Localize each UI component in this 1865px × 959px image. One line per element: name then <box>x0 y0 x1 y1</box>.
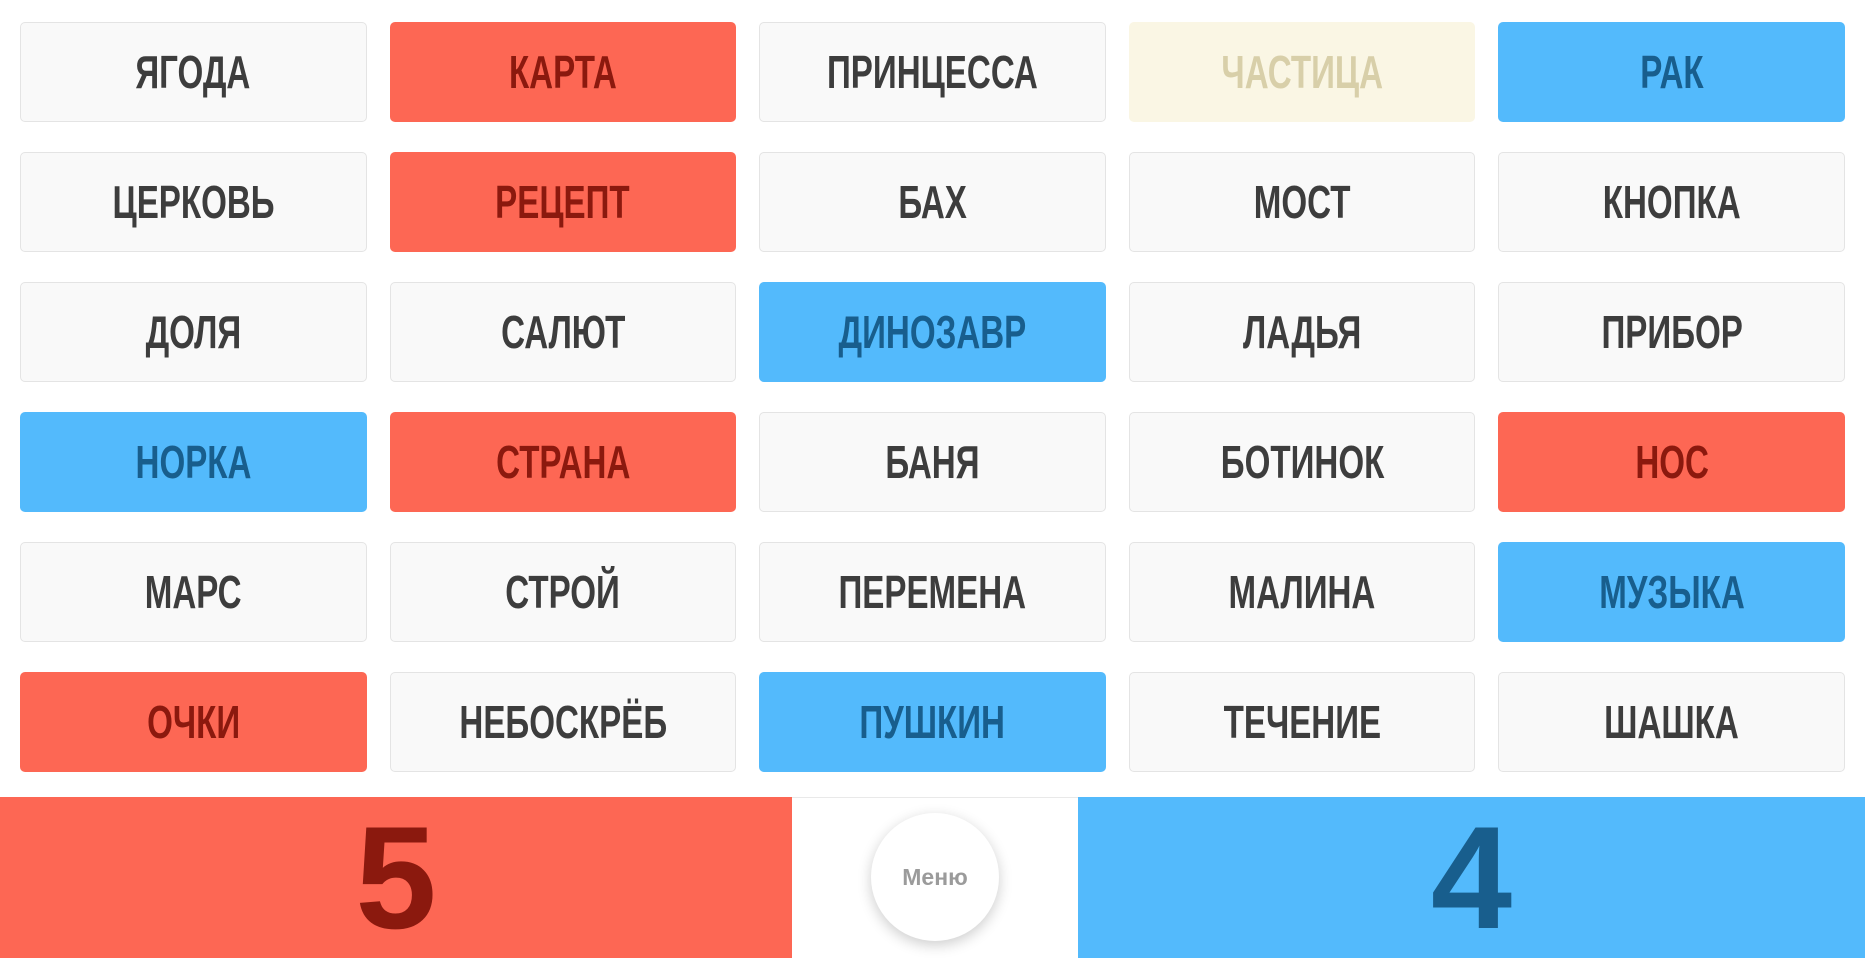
word-card[interactable]: ЧАСТИЦА <box>1128 22 1476 122</box>
word-card-label: МУЗЫКА <box>1598 566 1745 618</box>
word-card-label: САЛЮТ <box>500 306 626 358</box>
word-card[interactable]: РАК <box>1498 22 1845 122</box>
word-card-label: НОРКА <box>135 436 252 488</box>
word-card[interactable]: НОС <box>1498 412 1845 512</box>
word-card-label: БАХ <box>898 176 967 228</box>
word-card[interactable]: ПЕРЕМЕНА <box>759 542 1106 642</box>
word-card-label: ДИНОЗАВР <box>838 306 1027 358</box>
word-card[interactable]: МАРС <box>20 542 367 642</box>
red-team-score-panel: 5 <box>0 797 792 958</box>
blue-score-count: 4 <box>1430 796 1513 959</box>
word-card-label: КНОПКА <box>1602 176 1741 228</box>
menu-button-label: Меню <box>902 864 968 890</box>
red-score-count: 5 <box>355 796 437 959</box>
word-card[interactable]: БАХ <box>759 152 1106 252</box>
word-card[interactable]: САЛЮТ <box>389 282 737 382</box>
word-card-label: ОЧКИ <box>146 696 240 748</box>
word-card-label: БОТИНОК <box>1220 436 1384 488</box>
word-card-label: ПРИБОР <box>1601 306 1743 358</box>
word-card[interactable]: БАНЯ <box>759 412 1106 512</box>
word-card[interactable]: ОЧКИ <box>20 672 367 772</box>
game-board: ЯГОДА КАРТА ПРИНЦЕССА ЧАСТИЦА РАК ЦЕРКОВ… <box>20 22 1845 772</box>
score-bar: 5 Меню 4 <box>0 797 1865 958</box>
word-card[interactable]: ДОЛЯ <box>20 282 367 382</box>
word-card-label: РАК <box>1640 46 1704 98</box>
word-card-label: СТРОЙ <box>505 566 621 618</box>
word-card-label: СТРАНА <box>495 436 631 488</box>
word-card-label: ПРИНЦЕССА <box>827 46 1038 98</box>
word-card[interactable]: ТЕЧЕНИЕ <box>1128 672 1476 772</box>
word-card-label: МАЛИНА <box>1228 566 1376 618</box>
word-card-label: НОС <box>1634 436 1709 488</box>
word-card-label: ШАШКА <box>1604 696 1739 748</box>
word-card[interactable]: ЦЕРКОВЬ <box>20 152 367 252</box>
word-card[interactable]: РЕЦЕПТ <box>389 152 737 252</box>
word-card-label: БАНЯ <box>885 436 980 488</box>
word-card[interactable]: СТРОЙ <box>389 542 737 642</box>
word-card-label: РЕЦЕПТ <box>495 176 631 228</box>
word-card-label: КАРТА <box>508 46 617 98</box>
word-card[interactable]: ШАШКА <box>1498 672 1845 772</box>
word-card[interactable]: НЕБОСКРЁБ <box>389 672 737 772</box>
word-card[interactable]: КАРТА <box>389 22 737 122</box>
word-card[interactable]: НОРКА <box>20 412 367 512</box>
word-card[interactable]: ПРИБОР <box>1498 282 1845 382</box>
word-card[interactable]: ДИНОЗАВР <box>759 282 1106 382</box>
menu-button[interactable]: Меню <box>871 813 999 941</box>
word-card-label: ЛАДЬЯ <box>1242 306 1362 358</box>
word-card-label: МАРС <box>144 566 242 618</box>
word-card[interactable]: ЯГОДА <box>20 22 367 122</box>
word-card[interactable]: ПРИНЦЕССА <box>759 22 1106 122</box>
word-card-label: ЦЕРКОВЬ <box>112 176 275 228</box>
word-card-label: ЯГОДА <box>135 46 251 98</box>
word-card[interactable]: МАЛИНА <box>1128 542 1476 642</box>
score-bar-middle: Меню <box>792 797 1078 958</box>
word-card[interactable]: ЛАДЬЯ <box>1128 282 1476 382</box>
word-card-label: ДОЛЯ <box>145 306 242 358</box>
word-card-label: ПЕРЕМЕНА <box>838 566 1027 618</box>
word-card-label: ЧАСТИЦА <box>1221 46 1383 98</box>
word-card-label: МОСТ <box>1253 176 1351 228</box>
word-card[interactable]: СТРАНА <box>389 412 737 512</box>
word-card-label: ТЕЧЕНИЕ <box>1223 696 1381 748</box>
word-card[interactable]: КНОПКА <box>1498 152 1845 252</box>
word-card[interactable]: ПУШКИН <box>759 672 1106 772</box>
word-card[interactable]: МУЗЫКА <box>1498 542 1845 642</box>
word-card-label: НЕБОСКРЁБ <box>459 696 667 748</box>
blue-team-score-panel: 4 <box>1078 797 1865 958</box>
word-card[interactable]: БОТИНОК <box>1128 412 1476 512</box>
word-card[interactable]: МОСТ <box>1128 152 1476 252</box>
word-card-label: ПУШКИН <box>859 696 1006 748</box>
